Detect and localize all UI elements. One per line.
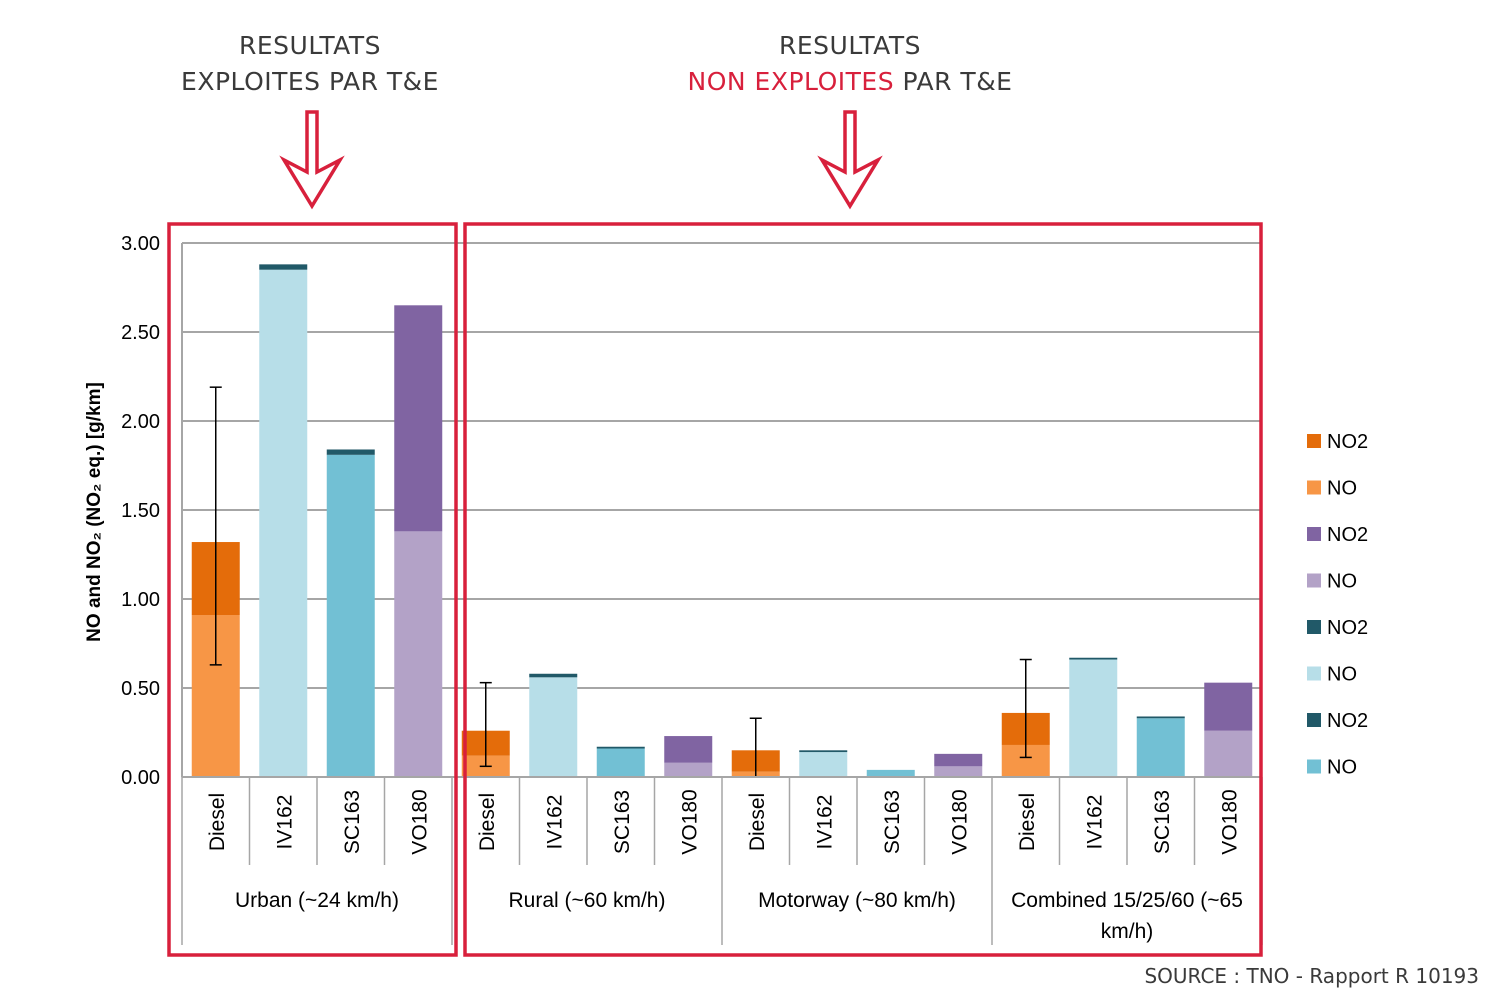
- group-label-line: Rural (~60 km/h): [509, 889, 666, 912]
- heading-not-exploited-line1: RESULTATS: [779, 31, 921, 60]
- category-label: IV162: [543, 795, 566, 850]
- legend-swatch: [1307, 620, 1321, 634]
- bar-segment-no: [596, 748, 645, 777]
- legend-label: NO2: [1327, 710, 1368, 732]
- legend-label: NO: [1327, 664, 1357, 686]
- group-label: Urban (~24 km/h): [235, 889, 399, 912]
- legend-swatch: [1307, 527, 1321, 541]
- bar-segment-no2: [1069, 657, 1118, 660]
- exploited-box: [167, 222, 458, 957]
- bar-segment-no: [259, 269, 308, 777]
- heading-not-exploited-line2: NON EXPLOITES PAR T&E: [660, 64, 1040, 100]
- category-label: VO180: [948, 789, 971, 854]
- bar-segment-no2: [1136, 716, 1185, 719]
- y-tick-label: 0.00: [121, 767, 160, 789]
- bar-segment-no: [1069, 659, 1118, 777]
- category-label: Diesel: [476, 793, 499, 851]
- category-label: VO180: [1218, 789, 1241, 854]
- legend-swatch: [1307, 573, 1321, 588]
- heading-not-exploited: RESULTATS NON EXPLOITES PAR T&E: [660, 28, 1040, 100]
- bar-segment-no: [394, 531, 443, 777]
- bar-segment-no: [866, 769, 915, 777]
- legend-swatch: [1307, 480, 1321, 495]
- category-label: IV162: [813, 795, 836, 850]
- category-label: Diesel: [206, 793, 229, 851]
- bar-segment-no2: [259, 264, 308, 270]
- down-arrow-icon: [817, 110, 883, 210]
- bar-segment-no: [664, 762, 713, 777]
- y-axis-label: NO and NO₂ (NO₂ eq.) [g/km]: [84, 382, 105, 642]
- category-label: SC163: [611, 790, 634, 854]
- bar-segment-no2: [529, 673, 578, 678]
- y-tick-label: 2.00: [121, 411, 160, 433]
- legend-label: NO: [1327, 757, 1357, 779]
- category-label: IV162: [1083, 795, 1106, 850]
- group-label-line: km/h): [1101, 920, 1154, 943]
- legend-label: NO: [1327, 571, 1357, 593]
- category-label: SC163: [881, 790, 904, 854]
- heading-highlight: NON EXPLOITES: [687, 67, 895, 96]
- bar-segment-no2: [394, 305, 443, 532]
- legend-label: NO2: [1327, 524, 1368, 546]
- category-label: Diesel: [746, 793, 769, 851]
- y-tick-label: 3.00: [121, 233, 160, 255]
- category-label: SC163: [341, 790, 364, 854]
- source-note: SOURCE : TNO - Rapport R 10193: [1144, 964, 1479, 988]
- group-label-line: Urban (~24 km/h): [235, 889, 399, 912]
- heading-exploited-line1: RESULTATS: [239, 31, 381, 60]
- legend-label: NO2: [1327, 431, 1368, 453]
- group-label: Rural (~60 km/h): [509, 889, 666, 912]
- down-arrow-icon: [279, 110, 345, 210]
- category-label: VO180: [678, 789, 701, 854]
- bar-segment-no2: [1204, 682, 1253, 731]
- bar-segment-no: [1204, 730, 1253, 777]
- heading-exploited-line2: EXPLOITES PAR T&E: [181, 67, 439, 96]
- not-exploited-box: [463, 222, 1263, 957]
- legend-swatch: [1307, 434, 1321, 448]
- y-tick-label: 2.50: [121, 322, 160, 344]
- bar-segment-no: [326, 454, 375, 777]
- legend-swatch: [1307, 759, 1321, 774]
- group-label: Combined 15/25/60 (~65 km/h): [1011, 889, 1243, 943]
- category-label: IV162: [273, 795, 296, 850]
- legend-label: NO: [1327, 478, 1357, 500]
- bar-segment-no2: [326, 449, 375, 455]
- legend-label: NO2: [1327, 617, 1368, 639]
- bar-segment-no2: [934, 753, 983, 767]
- heading-suffix: PAR T&E: [894, 67, 1013, 96]
- category-label: VO180: [408, 789, 431, 854]
- heading-exploited: RESULTATS EXPLOITES PAR T&E: [160, 28, 460, 100]
- bar-segment-no2: [799, 750, 848, 753]
- group-label-line: Motorway (~80 km/h): [758, 889, 956, 912]
- y-tick-label: 1.50: [121, 500, 160, 522]
- legend: NO2 NO NO2 NO NO2 NO NO2 NO: [1307, 431, 1368, 779]
- bar-segment-no: [934, 766, 983, 777]
- legend-swatch: [1307, 713, 1321, 727]
- bar-segment-no: [529, 677, 578, 777]
- category-label: Diesel: [1016, 793, 1039, 851]
- category-label: SC163: [1151, 790, 1174, 854]
- y-tick-label: 0.50: [121, 678, 160, 700]
- bar-segment-no: [1136, 718, 1185, 777]
- bar-segment-no2: [664, 736, 713, 763]
- group-label: Motorway (~80 km/h): [758, 889, 956, 912]
- highlight-overlay: [167, 110, 1263, 957]
- legend-swatch: [1307, 666, 1321, 681]
- group-label-line: Combined 15/25/60 (~65: [1011, 889, 1243, 912]
- y-tick-label: 1.00: [121, 589, 160, 611]
- bars: [191, 264, 1253, 777]
- bar-segment-no2: [596, 746, 645, 749]
- bar-segment-no: [799, 752, 848, 777]
